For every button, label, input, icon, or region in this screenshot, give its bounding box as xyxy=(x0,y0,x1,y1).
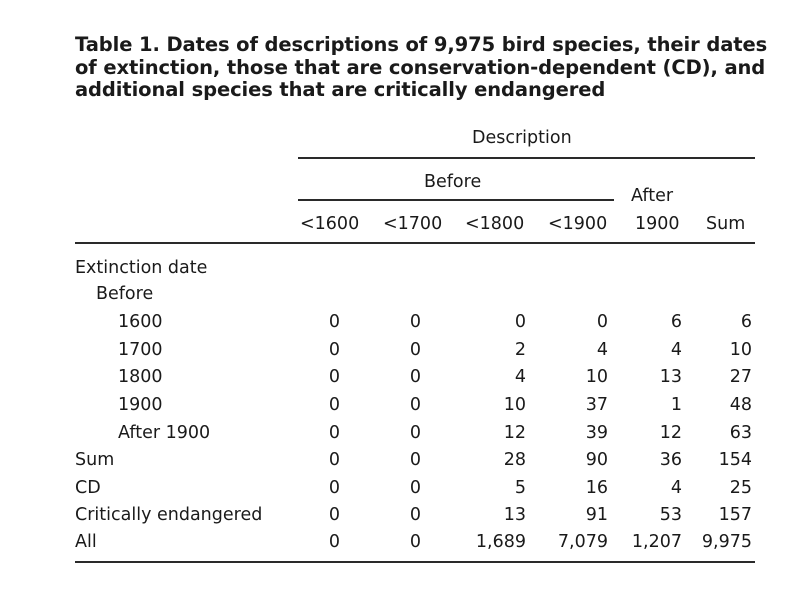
cell: 36 xyxy=(659,450,682,470)
cell: 10 xyxy=(503,395,526,415)
cell: 6 xyxy=(740,312,752,332)
cell: 0 xyxy=(409,367,421,387)
cell: 0 xyxy=(409,423,421,443)
row-label: Critically endangered xyxy=(75,505,263,525)
cell: 157 xyxy=(718,505,752,525)
after-header-line2: 1900 xyxy=(635,214,680,234)
col-header-lt1800: <1800 xyxy=(465,214,525,234)
row-label: Sum xyxy=(75,450,115,470)
cell: 0 xyxy=(409,450,421,470)
description-header: Description xyxy=(472,128,572,148)
cell: 28 xyxy=(503,450,526,470)
cell: 0 xyxy=(409,395,421,415)
header-rule xyxy=(75,242,755,244)
cell: 63 xyxy=(729,423,752,443)
description-rule xyxy=(298,157,755,159)
cell: 1,207 xyxy=(631,532,682,552)
cell: 0 xyxy=(328,532,340,552)
cell: 0 xyxy=(409,478,421,498)
cell: 4 xyxy=(514,367,526,387)
cell: 0 xyxy=(328,450,340,470)
extinction-date-label: Extinction date xyxy=(75,258,208,278)
cell: 6 xyxy=(670,312,682,332)
cell: 4 xyxy=(670,478,682,498)
cell: 5 xyxy=(514,478,526,498)
row-label: 1700 xyxy=(118,340,163,360)
cell: 1 xyxy=(670,395,682,415)
cell: 9,975 xyxy=(701,532,752,552)
cell: 0 xyxy=(328,423,340,443)
cell: 37 xyxy=(585,395,608,415)
cell: 0 xyxy=(596,312,608,332)
row-label: 1600 xyxy=(118,312,163,332)
after-header-line1: After xyxy=(631,186,674,206)
cell: 16 xyxy=(585,478,608,498)
cell: 4 xyxy=(596,340,608,360)
cell: 1,689 xyxy=(475,532,526,552)
col-header-lt1900: <1900 xyxy=(548,214,608,234)
cell: 53 xyxy=(659,505,682,525)
cell: 7,079 xyxy=(557,532,608,552)
row-label: 1900 xyxy=(118,395,163,415)
col-header-sum: Sum xyxy=(706,214,746,234)
cell: 12 xyxy=(503,423,526,443)
cell: 0 xyxy=(328,505,340,525)
cell: 0 xyxy=(328,395,340,415)
cell: 154 xyxy=(718,450,752,470)
col-header-lt1600: <1600 xyxy=(300,214,360,234)
cell: 13 xyxy=(659,367,682,387)
cell: 12 xyxy=(659,423,682,443)
cell: 27 xyxy=(729,367,752,387)
cell: 91 xyxy=(585,505,608,525)
cell: 13 xyxy=(503,505,526,525)
row-label: CD xyxy=(75,478,101,498)
cell: 90 xyxy=(585,450,608,470)
col-header-lt1700: <1700 xyxy=(383,214,443,234)
cell: 0 xyxy=(409,505,421,525)
cell: 0 xyxy=(514,312,526,332)
cell: 0 xyxy=(328,312,340,332)
cell: 4 xyxy=(670,340,682,360)
stub-before-label: Before xyxy=(96,284,154,304)
row-label: 1800 xyxy=(118,367,163,387)
cell: 10 xyxy=(585,367,608,387)
cell: 0 xyxy=(328,367,340,387)
cell: 10 xyxy=(729,340,752,360)
cell: 48 xyxy=(729,395,752,415)
row-label: After 1900 xyxy=(118,423,211,443)
cell: 2 xyxy=(514,340,526,360)
cell: 0 xyxy=(328,340,340,360)
table-title: Table 1. Dates of descriptions of 9,975 … xyxy=(75,33,768,101)
cell: 0 xyxy=(409,340,421,360)
row-label: All xyxy=(75,532,97,552)
before-header: Before xyxy=(424,172,482,192)
cell: 39 xyxy=(585,423,608,443)
bottom-rule xyxy=(75,561,755,563)
cell: 0 xyxy=(409,312,421,332)
cell: 0 xyxy=(328,478,340,498)
before-rule xyxy=(298,199,614,201)
cell: 25 xyxy=(729,478,752,498)
cell: 0 xyxy=(409,532,421,552)
